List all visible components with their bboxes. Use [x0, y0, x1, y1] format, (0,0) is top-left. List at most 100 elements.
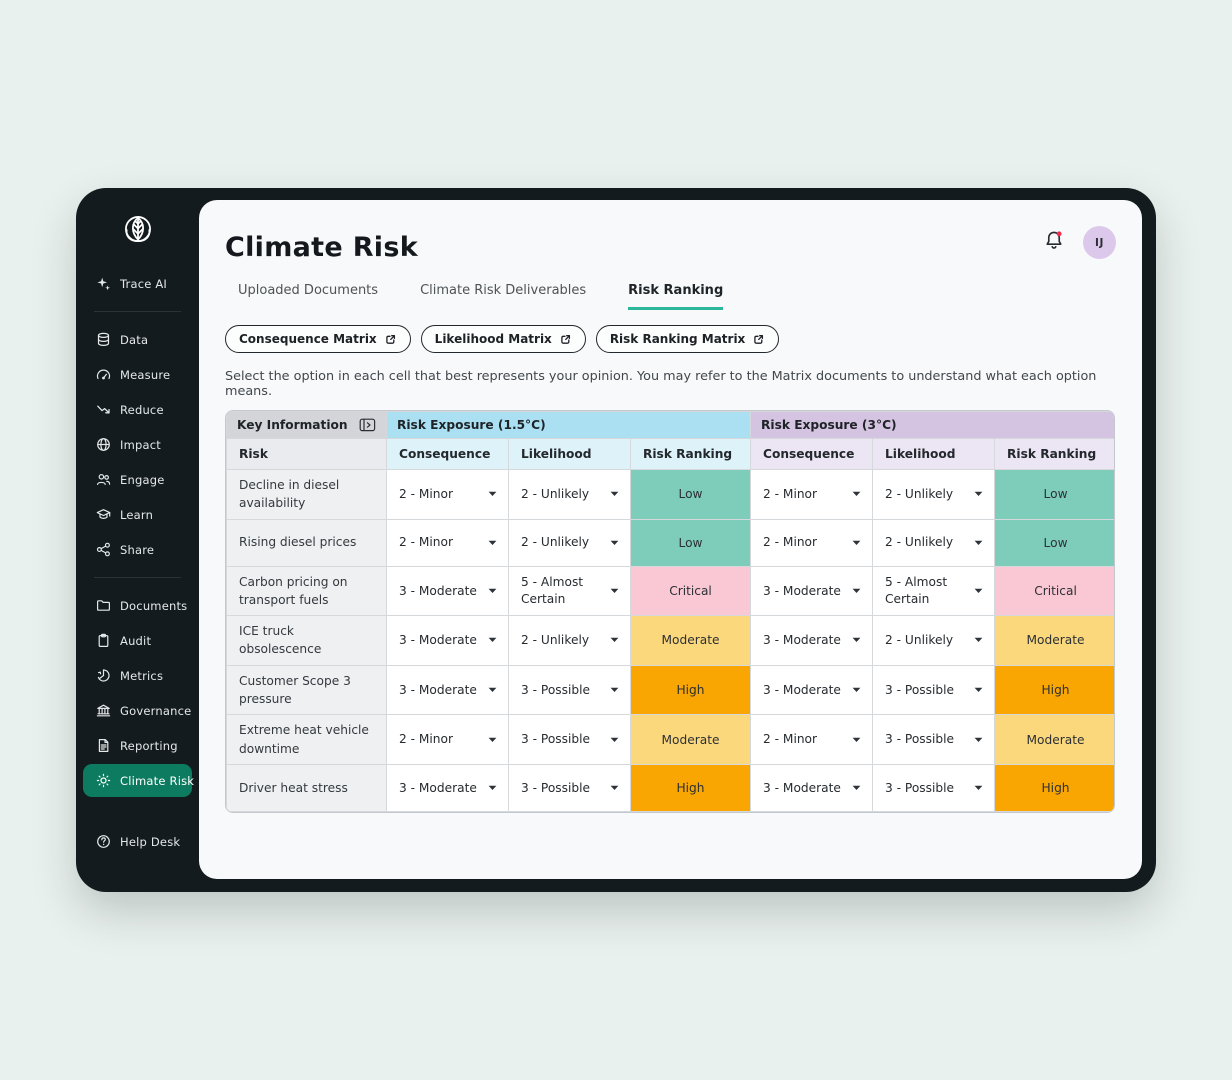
chevron-down-icon [488, 637, 497, 643]
risk-name-cell: Rising diesel prices [226, 518, 387, 567]
consequence-select-1-5c[interactable]: 3 - Moderate [387, 628, 508, 652]
button-label: Consequence Matrix [239, 332, 377, 346]
sidebar-item-trace-ai[interactable]: Trace AI [76, 266, 199, 301]
consequence-select-3c[interactable]: 3 - Moderate [751, 678, 872, 702]
sidebar-item-reduce[interactable]: Reduce [76, 392, 199, 427]
chevron-down-icon [488, 491, 497, 497]
sidebar-item-measure[interactable]: Measure [76, 357, 199, 392]
app-window: Trace AI Data Measure Reduce Impact Engage Lea… [76, 188, 1156, 892]
table-row: Driver heat stress 3 - Moderate 3 - Possib… [226, 763, 1114, 812]
selected-value: 3 - Possible [521, 732, 590, 747]
sidebar-item-metrics[interactable]: Metrics [76, 658, 199, 693]
tab-risk-ranking[interactable]: Risk Ranking [628, 283, 724, 310]
avatar[interactable]: IJ [1083, 226, 1116, 259]
database-icon [96, 332, 111, 347]
consequence-select-1-5c[interactable]: 3 - Moderate [387, 776, 508, 800]
consequence-select-3c[interactable]: 3 - Moderate [751, 579, 872, 603]
likelihood-select-1-5c[interactable]: 2 - Unlikely [509, 530, 630, 554]
tab-climate-risk-deliverables[interactable]: Climate Risk Deliverables [420, 283, 587, 298]
consequence-select-1-5c[interactable]: 2 - Minor [387, 530, 508, 554]
sidebar-item-impact[interactable]: Impact [76, 427, 199, 462]
sidebar-item-engage[interactable]: Engage [76, 462, 199, 497]
key-information-header: Key Information [226, 411, 387, 439]
likelihood-select-3c[interactable]: 2 - Unlikely [873, 482, 994, 506]
sidebar-item-learn[interactable]: Learn [76, 497, 199, 532]
selected-value: 2 - Unlikely [521, 633, 590, 648]
sidebar-item-audit[interactable]: Audit [76, 623, 199, 658]
notification-dot [1056, 231, 1062, 237]
table-row: Carbon pricing on transport fuels 3 - Mod… [226, 565, 1114, 617]
consequence-select-1-5c[interactable]: 3 - Moderate [387, 579, 508, 603]
expand-panel-button[interactable] [359, 418, 376, 432]
chevron-down-icon [488, 687, 497, 693]
risk-ranking-badge-3c: Moderate [994, 714, 1114, 765]
chevron-down-icon [610, 588, 619, 594]
brand-logo [76, 188, 199, 266]
sidebar-item-documents[interactable]: Documents [76, 588, 199, 623]
notifications-button[interactable] [1040, 227, 1068, 258]
consequence-select-1-5c[interactable]: 2 - Minor [387, 482, 508, 506]
consequence-matrix-button[interactable]: Consequence Matrix [225, 325, 411, 353]
risk-ranking-matrix-button[interactable]: Risk Ranking Matrix [595, 325, 780, 353]
likelihood-select-3c[interactable]: 3 - Possible [873, 678, 994, 702]
chevron-down-icon [610, 637, 619, 643]
likelihood-matrix-button[interactable]: Likelihood Matrix [420, 325, 586, 353]
external-link-icon [752, 333, 765, 346]
risk-name-cell: Extreme heat vehicle downtime [226, 714, 387, 765]
tab-uploaded-documents[interactable]: Uploaded Documents [238, 283, 379, 298]
topbar-actions: IJ [1040, 226, 1116, 259]
sidebar-item-help-desk[interactable]: Help Desk [76, 824, 199, 859]
sidebar-divider [94, 311, 181, 312]
likelihood-select-1-5c[interactable]: 3 - Possible [509, 776, 630, 800]
likelihood-select-3c[interactable]: 3 - Possible [873, 776, 994, 800]
sidebar-item-share[interactable]: Share [76, 532, 199, 567]
likelihood-select-1-5c[interactable]: 3 - Possible [509, 727, 630, 751]
risk-ranking-badge-1-5c: Critical [629, 565, 752, 617]
risk-ranking-badge-1-5c: Low [629, 518, 752, 567]
consequence-select-3c[interactable]: 3 - Moderate [751, 628, 872, 652]
likelihood-select-3c[interactable]: 3 - Possible [873, 727, 994, 751]
selected-value: 2 - Minor [763, 732, 818, 747]
consequence-select-3c[interactable]: 2 - Minor [751, 530, 872, 554]
page-title: Climate Risk [225, 232, 418, 263]
selected-value: 2 - Minor [763, 487, 818, 502]
sun-icon [96, 773, 111, 788]
selected-value: 3 - Moderate [763, 583, 841, 598]
sidebar-item-label: Impact [120, 437, 161, 452]
column-header-likelihood-15c: Likelihood [508, 438, 631, 470]
chevron-down-icon [852, 687, 861, 693]
likelihood-select-3c[interactable]: 2 - Unlikely [873, 628, 994, 652]
risk-name-cell: Decline in diesel availability [226, 469, 387, 520]
consequence-select-3c[interactable]: 2 - Minor [751, 482, 872, 506]
column-header-consequence-3c: Consequence [750, 438, 874, 470]
likelihood-select-1-5c[interactable]: 2 - Unlikely [509, 628, 630, 652]
sidebar-item-label: Share [120, 542, 155, 557]
sidebar-item-climate-risk[interactable]: Climate Risk [83, 764, 194, 797]
risk-ranking-table: Key Information Risk Expo [225, 410, 1115, 813]
consequence-select-1-5c[interactable]: 3 - Moderate [387, 678, 508, 702]
likelihood-select-3c[interactable]: 5 - Almost Certain [873, 570, 994, 611]
external-link-icon [559, 333, 572, 346]
globe-icon [96, 437, 111, 452]
table-row: Customer Scope 3 pressure 3 - Moderate 3 -… [226, 664, 1114, 716]
likelihood-select-1-5c[interactable]: 3 - Possible [509, 678, 630, 702]
likelihood-select-3c[interactable]: 2 - Unlikely [873, 530, 994, 554]
sidebar-nav: Trace AI Data Measure Reduce Impact Engage Lea… [76, 266, 199, 859]
sidebar-item-data[interactable]: Data [76, 322, 199, 357]
bank-icon [96, 703, 111, 718]
sidebar-item-governance[interactable]: Governance [76, 693, 199, 728]
sidebar-item-reporting[interactable]: Reporting [76, 728, 199, 763]
chevron-down-icon [852, 637, 861, 643]
column-header-likelihood-3c: Likelihood [872, 438, 996, 470]
chevron-down-icon [852, 491, 861, 497]
consequence-select-3c[interactable]: 3 - Moderate [751, 776, 872, 800]
consequence-select-1-5c[interactable]: 2 - Minor [387, 727, 508, 751]
sidebar-item-label: Reporting [120, 738, 178, 753]
likelihood-select-1-5c[interactable]: 5 - Almost Certain [509, 570, 630, 611]
consequence-select-3c[interactable]: 2 - Minor [751, 727, 872, 751]
sidebar-item-label: Trace AI [120, 276, 168, 291]
likelihood-select-1-5c[interactable]: 2 - Unlikely [509, 482, 630, 506]
column-header-risk: Risk [226, 438, 387, 470]
chevron-down-icon [852, 588, 861, 594]
clipboard-icon [96, 633, 111, 648]
